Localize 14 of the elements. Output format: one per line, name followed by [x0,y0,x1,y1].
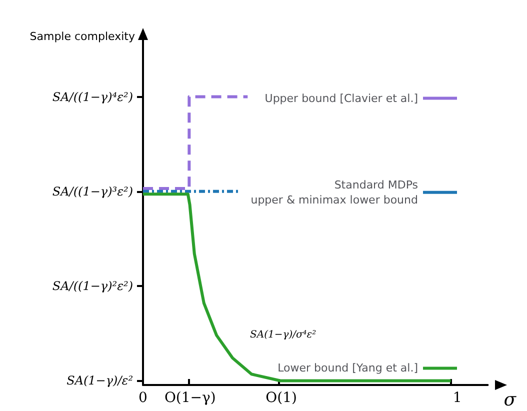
x-tick-label: 0 [138,390,148,406]
text: SA/((1−γ)²ε²) [52,279,134,294]
text: SA/((1−γ)⁴ε²) [52,90,134,104]
x-tick-label: 1 [452,390,462,406]
legend-label: Lower bound [Yang et al.] [278,362,418,375]
annotation: SA(1−γ)/σ⁴ε² [250,330,316,340]
text: SA(1−γ)/ε² [66,374,134,388]
text: SA/((1−γ)³ε²) [52,184,134,198]
legend-label: Upper bound [Clavier et al.] [264,92,418,105]
x-tick-label: O(1) [266,390,297,406]
legend-label: Standard MDPs upper & minimax lower bound [250,178,418,206]
x-axis-title: σ [504,390,517,410]
y-axis-title: Sample complexity [30,30,136,43]
x-tick-label: O(1−γ) [164,390,216,406]
